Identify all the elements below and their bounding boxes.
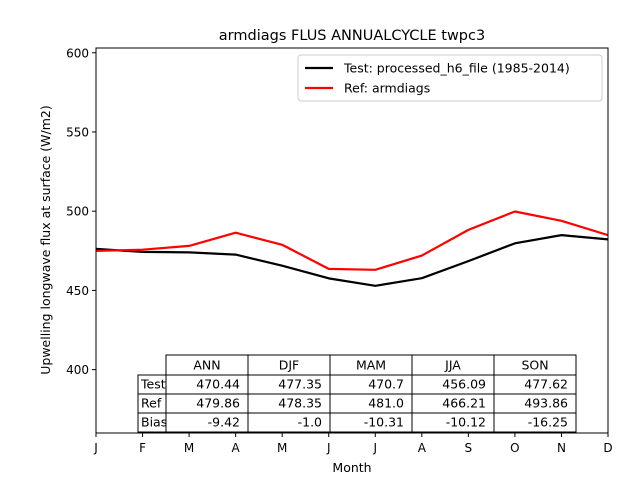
table-cell-value: 466.21 [442,396,486,411]
legend-box [297,54,603,102]
table-cell-value: 493.86 [524,396,568,411]
table-cell-value: -9.42 [208,415,240,430]
x-tick-label: M [184,441,194,455]
x-tick-label: J [93,441,98,455]
y-tick-label: 600 [66,46,89,60]
legend-label: Ref: armdiags [344,81,430,96]
x-tick-label: J [372,441,377,455]
y-tick-label: 500 [66,205,89,219]
table-cell-value: -10.12 [446,415,486,430]
table-cell-value: 456.09 [442,377,486,392]
table-cell [493,412,577,433]
y-tick-label: 450 [66,284,89,298]
x-tick-label: A [232,441,241,455]
table-cell-value: 477.62 [524,377,568,392]
table-cell-value: 478.35 [278,396,322,411]
x-tick-label: M [277,441,287,455]
series-line-0 [96,234,608,287]
x-tick-label: A [418,441,427,455]
table-cell-value: -16.25 [528,415,568,430]
table-row-label: Test [140,377,166,392]
table-header-label: SON [521,358,548,373]
x-tick-label: D [603,441,612,455]
table-header-label: ANN [193,358,220,373]
table-cell-value: 481.0 [368,396,404,411]
x-tick-label: O [510,441,519,455]
legend-label: Test: processed_h6_file (1985-2014) [343,61,570,76]
x-tick-label: S [465,441,473,455]
y-tick-label: 400 [66,363,89,377]
table-cell-value: 477.35 [278,377,322,392]
table-header-label: DJF [279,358,300,373]
table-cell-value: 470.44 [196,377,240,392]
table-cell-value: 470.7 [368,377,404,392]
table-row-label: Ref [141,396,162,411]
table-row-label: Bias [141,415,167,430]
y-axis: 400 450 500 550 600 [66,46,96,377]
legend: Test: processed_h6_file (1985-2014) Ref: … [297,54,603,102]
x-tick-label: J [326,441,331,455]
plot-frame [95,47,609,434]
x-tick-label: F [139,441,146,455]
table-header-label: MAM [356,358,386,373]
x-tick-label: N [557,441,566,455]
table-cell-value: -10.31 [364,415,404,430]
y-tick-label: 550 [66,125,89,139]
series-line-1 [96,210,608,271]
summary-table: ANN DJF MAM JJA SON Test 470.44 477.35 470.7 456.… [137,354,577,433]
x-axis-label: Month [332,460,371,475]
y-axis-label: Upwelling longwave flux at surface (W/m2… [38,105,53,375]
chart-title: armdiags FLUS ANNUALCYCLE twpc3 [219,28,485,44]
table-cell-value: 479.86 [196,396,240,411]
table-cell-value: -1.0 [298,415,322,430]
table-header-label: JJA [444,358,461,373]
